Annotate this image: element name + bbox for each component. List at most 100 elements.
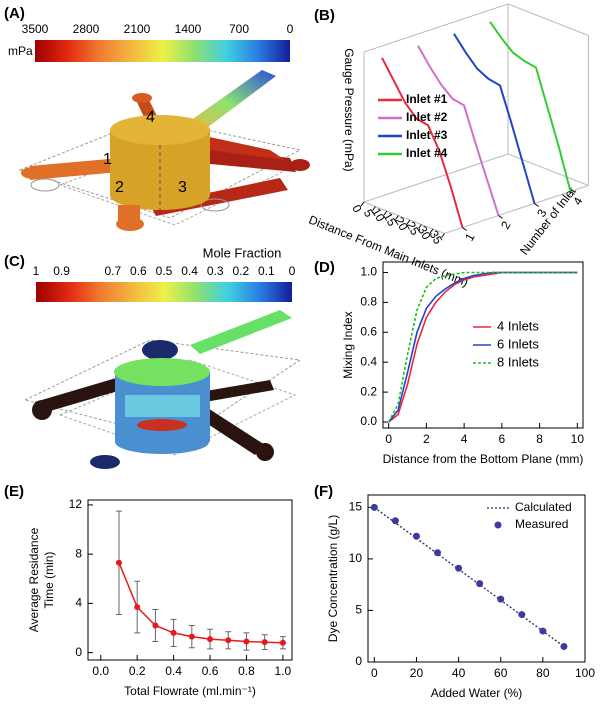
y-tick xyxy=(462,227,467,231)
y-tick-label: 0.6 xyxy=(360,324,377,338)
data-point xyxy=(170,629,177,636)
x-tick xyxy=(360,201,365,207)
data-point xyxy=(225,637,232,644)
series-line xyxy=(118,562,283,644)
data-point xyxy=(207,636,214,643)
inlet-label: 1 xyxy=(103,151,112,168)
colorbar-tick-label: 3500 xyxy=(22,22,49,36)
legend-label: Calculated xyxy=(515,500,572,514)
x-tick-label: 20 xyxy=(392,215,411,234)
data-point xyxy=(497,595,505,603)
y-tick xyxy=(570,191,575,195)
colorbar-tick-label: 700 xyxy=(229,22,249,36)
mole-fraction-render xyxy=(23,310,302,469)
panel-label: (A) xyxy=(4,5,25,22)
legend-label: Inlet #3 xyxy=(406,128,448,142)
x-tick-label: 0.0 xyxy=(92,664,109,678)
series-line xyxy=(453,33,536,204)
data-point xyxy=(370,503,378,511)
y-tick-label: 0 xyxy=(355,654,362,668)
inlet-label: 3 xyxy=(178,179,187,196)
data-point xyxy=(455,564,463,572)
y-axis-label: Mixing Index xyxy=(341,311,355,378)
y-tick-label: 8 xyxy=(75,546,82,560)
y-tick-label: 0.0 xyxy=(360,414,377,428)
data-point xyxy=(539,627,547,635)
legend-label: Inlet #4 xyxy=(406,146,448,160)
x-axis-label: Added Water (%) xyxy=(431,686,523,700)
data-point xyxy=(261,639,268,646)
pressure-render: 1 2 3 4 xyxy=(18,70,310,231)
y-tick-label: 0.2 xyxy=(360,384,377,398)
y-tick xyxy=(498,215,503,219)
axis-edge xyxy=(363,201,445,234)
colorbar-tick-label: 2100 xyxy=(124,22,151,36)
series-line xyxy=(417,45,500,216)
x-tick-label: 6 xyxy=(499,432,506,446)
colorbar-tick-label: 0.5 xyxy=(156,264,173,278)
panel-label: (B) xyxy=(314,7,335,24)
x-tick xyxy=(429,228,434,234)
x-tick xyxy=(441,233,445,238)
axis-edge xyxy=(363,3,509,53)
colorbar-tick-label: 0.4 xyxy=(181,264,198,278)
x-tick-label: 10 xyxy=(571,432,585,446)
panel-label: (E) xyxy=(4,483,24,500)
colorbar-title: Mole Fraction xyxy=(203,245,282,260)
y-axis-label: Average Residance xyxy=(27,527,41,632)
data-point xyxy=(560,643,568,651)
colorbar-tick-label: 0.3 xyxy=(207,264,224,278)
data-point xyxy=(188,633,195,640)
legend-label: 6 Inlets xyxy=(497,336,539,351)
colorbar-tick-label: 0.7 xyxy=(104,264,121,278)
data-point xyxy=(391,517,399,525)
panel-label: (D) xyxy=(314,259,335,276)
y-axis-label: Number of Inlet xyxy=(517,184,579,258)
plot-frame xyxy=(367,494,586,663)
y-axis-label: Time (min) xyxy=(42,552,56,609)
data-point xyxy=(134,604,141,611)
y-tick-label: 2 xyxy=(498,218,514,231)
colorbar-tick-label: 0 xyxy=(289,264,296,278)
x-tick-label: 1.0 xyxy=(275,664,292,678)
x-tick-label: 8 xyxy=(536,432,543,446)
colorbar-tick-label: 1 xyxy=(33,264,40,278)
colorbar-tick-label: 0 xyxy=(287,22,294,36)
x-tick-label: 60 xyxy=(494,666,508,680)
axis-edge xyxy=(444,185,589,234)
panel-label: (C) xyxy=(4,253,25,270)
y-tick-label: 12 xyxy=(69,497,83,511)
y-tick-label: 0.8 xyxy=(360,295,377,309)
colorbar-tick-label: 0.9 xyxy=(53,264,70,278)
series-line xyxy=(381,57,464,228)
legend-label: 4 Inlets xyxy=(497,318,539,333)
x-axis-label: Total Flowrate (ml.min⁻¹) xyxy=(124,684,256,698)
legend-swatch xyxy=(494,521,502,529)
axis-edge xyxy=(507,153,589,186)
colorbar xyxy=(36,282,292,302)
data-point xyxy=(115,559,122,566)
series-line xyxy=(387,271,578,423)
legend-label: Measured xyxy=(515,517,568,531)
x-tick xyxy=(418,224,422,229)
x-tick-label: 0.8 xyxy=(238,664,255,678)
colorbar-tick-label: 1400 xyxy=(175,22,202,36)
x-tick-label: 15 xyxy=(380,210,399,229)
x-tick-label: 35 xyxy=(426,228,445,247)
data-point xyxy=(279,639,286,646)
data-point xyxy=(476,580,484,588)
x-tick-label: 30 xyxy=(415,224,434,243)
x-tick-label: 4 xyxy=(461,432,468,446)
inlet-label: 4 xyxy=(146,109,155,126)
y-tick-label: 0 xyxy=(75,645,82,659)
data-point xyxy=(152,622,159,629)
x-tick-label: 20 xyxy=(410,666,424,680)
y-tick-label: 4 xyxy=(75,596,82,610)
y-tick xyxy=(534,203,539,207)
x-tick-label: 80 xyxy=(536,666,550,680)
x-tick xyxy=(372,206,376,211)
series-line xyxy=(489,21,572,192)
x-tick xyxy=(383,210,388,216)
plot-frame xyxy=(382,261,584,429)
